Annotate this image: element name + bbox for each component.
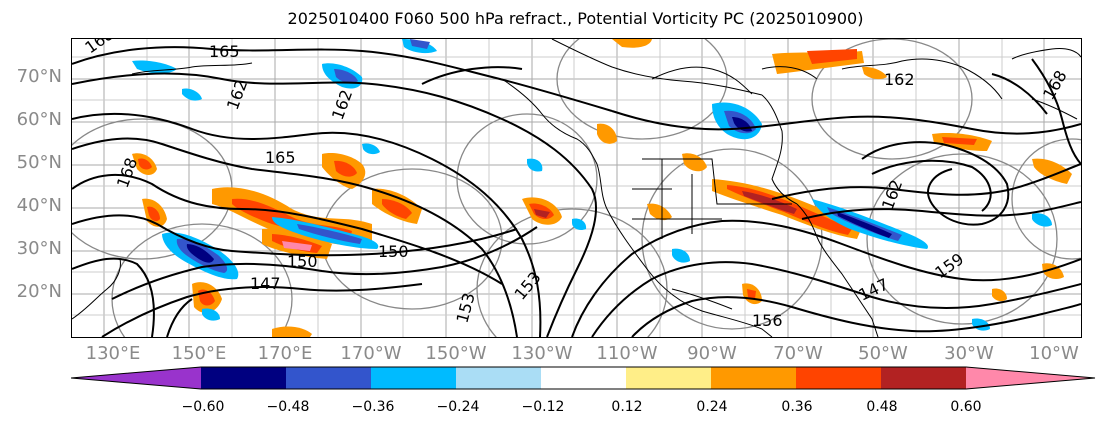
colorbar-extend-high (966, 367, 1095, 389)
lon-label-10w: 10°W (1029, 343, 1079, 364)
lon-label-150e: 150°E (171, 343, 227, 364)
colorbar-outline (71, 366, 1096, 390)
colorbar-tick-3: −0.24 (436, 399, 480, 415)
height-contours (72, 46, 1081, 337)
lon-label-30w: 30°W (944, 343, 994, 364)
lon-label-170e: 170°E (257, 343, 313, 364)
lon-label-110w: 110°W (596, 343, 658, 364)
colorbar-segment (456, 367, 542, 389)
colorbar-segment (371, 367, 457, 389)
lon-label-170w: 170°W (340, 343, 402, 364)
contour-label-156a: 156 (752, 311, 783, 330)
contour-label-150a: 150 (378, 242, 409, 261)
contour-label-layer: 168 165 162 162 168 165 162 168 150 147 … (81, 39, 1070, 330)
colorbar-tick-6: 0.24 (696, 399, 728, 415)
colorbar-segment (201, 367, 287, 389)
contour-label-168b: 168 (113, 155, 141, 190)
contour-label-150b: 150 (287, 252, 318, 271)
contour-label-162d: 162 (878, 177, 906, 212)
lon-label-150w: 150°W (425, 343, 487, 364)
colorbar-segment (711, 367, 797, 389)
colorbar-tick-2: −0.36 (351, 399, 395, 415)
lon-label-90w: 90°W (687, 343, 737, 364)
coastlines (72, 39, 1081, 337)
lon-label-70w: 70°W (773, 343, 823, 364)
contour-label-165b: 165 (265, 148, 296, 167)
colorbar-tick-1: −0.48 (266, 399, 310, 415)
lon-label-130e: 130°E (85, 343, 141, 364)
colorbar-tick-5: 0.12 (611, 399, 643, 415)
colorbar-segment (881, 367, 967, 389)
contour-label-162c: 162 (884, 70, 915, 89)
contour-label-159a: 159 (931, 249, 967, 282)
colorbar-tick-4: −0.12 (521, 399, 565, 415)
colorbar-segment (541, 367, 627, 389)
colorbar-tick-7: 0.36 (781, 399, 813, 415)
lat-label-20n: 20°N (16, 281, 62, 302)
contour-label-162a: 162 (223, 77, 251, 112)
pv-fill-positive (132, 39, 1072, 337)
contour-label-162b: 162 (328, 87, 356, 122)
contour-label-168a: 168 (81, 39, 117, 57)
map-panel: 168 165 162 162 168 165 162 168 150 147 … (71, 38, 1082, 338)
lat-label-60n: 60°N (16, 109, 62, 130)
lon-label-130w: 130°W (511, 343, 573, 364)
map-canvas: 168 165 162 162 168 165 162 168 150 147 … (72, 39, 1081, 337)
colorbar-tick-0: −0.60 (181, 399, 225, 415)
colorbar-extend-low (71, 367, 201, 389)
lon-label-50w: 50°W (858, 343, 908, 364)
colorbar-segment (796, 367, 882, 389)
map-title: 2025010400 F060 500 hPa refract., Potent… (287, 9, 864, 28)
colorbar-tick-8: 0.48 (866, 399, 898, 415)
colorbar (71, 366, 1096, 390)
lat-label-70n: 70°N (16, 66, 62, 87)
contour-label-153a: 153 (453, 291, 479, 325)
colorbar-segment (286, 367, 372, 389)
colorbar-tick-9: 0.60 (950, 399, 982, 415)
contour-label-147a: 147 (250, 274, 281, 293)
lat-label-30n: 30°N (16, 238, 62, 259)
lat-label-40n: 40°N (16, 195, 62, 216)
colorbar-segment (626, 367, 712, 389)
lat-label-50n: 50°N (16, 152, 62, 173)
contour-label-165a: 165 (209, 42, 240, 61)
